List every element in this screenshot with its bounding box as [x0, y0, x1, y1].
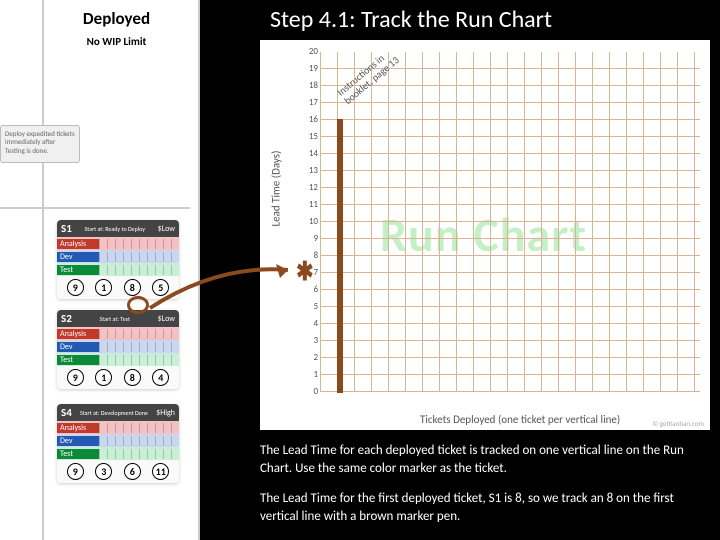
wip-limit: No WIP Limit [44, 35, 189, 48]
y-ticks: 20191817161514131211109876543210 [304, 46, 318, 396]
kanban-board-fragment: Deployed No WIP Limit Deploy expedited t… [0, 0, 200, 540]
expedite-callout: Deploy expedited tickets immediately aft… [0, 125, 80, 163]
deployed-column-header: Deployed No WIP Limit [44, 8, 189, 48]
ticket-card: S4Start at: Development Done$HighAnalysi… [57, 404, 179, 483]
ticket-card: S2Start at: Test$LowAnalysisDevTest9184 [57, 310, 179, 389]
x-axis-label: Tickets Deployed (one ticket per vertica… [420, 413, 620, 426]
first-data-bar [337, 119, 343, 393]
explanation-1: The Lead Time for each deployed ticket i… [260, 442, 700, 477]
y-axis-label: Lead Time (Days) [270, 151, 283, 227]
circle-highlight-icon [127, 296, 149, 314]
x-mark-icon: ✱ [296, 255, 313, 287]
column-divider [42, 0, 44, 540]
run-chart: Run Chart 201918171615141312111098765432… [260, 40, 710, 430]
step-title: Step 4.1: Track the Run Chart [270, 5, 552, 34]
row-divider [0, 207, 190, 209]
column-title: Deployed [44, 8, 189, 29]
ticket-card: S1Start at: Ready to Deploy$LowAnalysisD… [57, 220, 179, 299]
chart-grid [320, 52, 700, 392]
explanation-2: The Lead Time for the first deployed tic… [260, 490, 700, 525]
chart-credit: © getKanban.com [652, 419, 704, 428]
